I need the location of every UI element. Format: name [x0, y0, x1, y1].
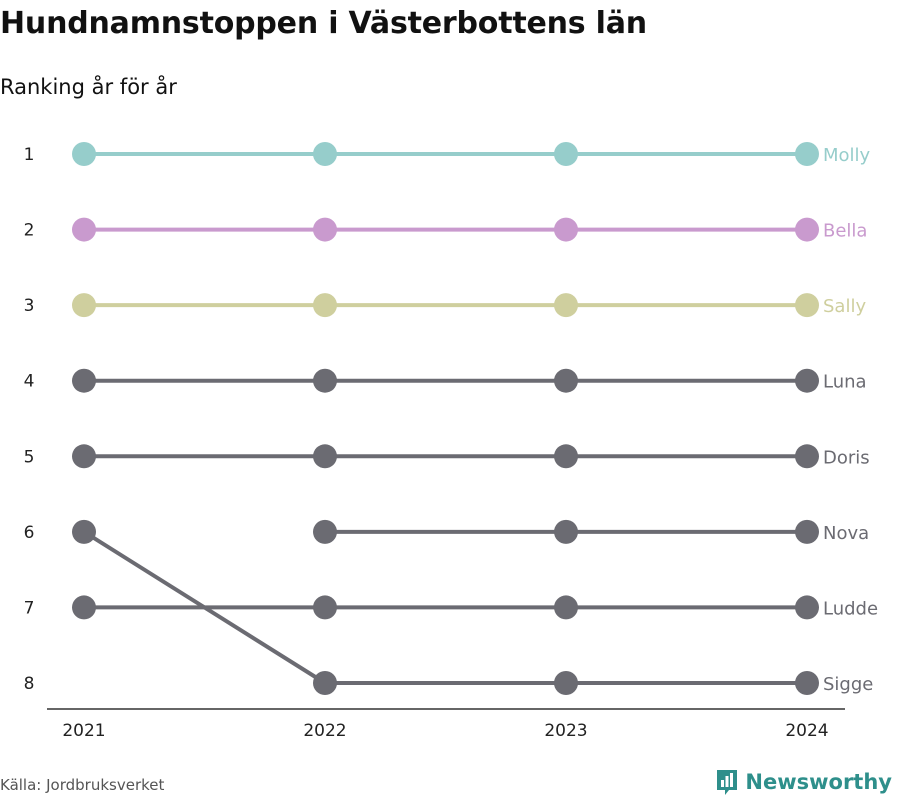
point-sigge-2023	[554, 671, 578, 695]
y-tick-label-2: 2	[24, 221, 35, 241]
point-luna-2021	[72, 368, 96, 393]
end-label-bella: Bella	[823, 221, 867, 242]
axis-ticks: 1 2 3 4 5 6 7 8 2021 2022 2023 2024	[24, 145, 829, 741]
brand-logo[interactable]: Newsworthy	[715, 768, 892, 796]
end-label-doris: Doris	[823, 447, 870, 468]
x-tick-label-2023: 2023	[544, 721, 587, 741]
point-molly-2024	[795, 142, 819, 166]
point-molly-2022	[313, 142, 337, 166]
source-note: Källa: Jordbruksverket	[0, 776, 165, 794]
y-tick-label-7: 7	[24, 598, 35, 618]
point-luna-2022	[313, 368, 337, 393]
point-doris-2023	[554, 444, 578, 469]
brand-name: Newsworthy	[745, 770, 892, 794]
x-tick-label-2021: 2021	[62, 721, 105, 741]
point-sally-2022	[313, 293, 337, 318]
end-label-ludde: Ludde	[823, 598, 878, 619]
series-lines	[82, 152, 807, 685]
chart-title: Hundnamnstoppen i Västerbottens län	[0, 6, 647, 41]
point-sally-2024	[795, 293, 819, 318]
point-nova-2024	[795, 519, 819, 544]
end-label-nova: Nova	[823, 523, 869, 544]
x-tick-label-2024: 2024	[785, 721, 828, 741]
y-tick-label-5: 5	[24, 447, 35, 467]
point-molly-2023	[554, 142, 578, 166]
end-label-molly: Molly	[823, 145, 871, 166]
end-label-sigge: Sigge	[823, 674, 873, 695]
point-doris-2021	[72, 444, 96, 469]
point-ludde-2022	[313, 595, 337, 620]
series-points	[72, 142, 819, 695]
point-nova-2022	[313, 519, 337, 544]
point-ludde-2024	[795, 595, 819, 620]
point-ludde-2023	[554, 595, 578, 620]
point-doris-2022	[313, 444, 337, 469]
bar-chart-logo-icon	[717, 770, 738, 795]
x-tick-label-2022: 2022	[303, 721, 346, 741]
point-doris-2024	[795, 444, 819, 469]
y-tick-label-8: 8	[24, 674, 35, 694]
point-bella-2022	[313, 217, 337, 242]
point-luna-2023	[554, 368, 578, 393]
point-ludde-2021	[72, 595, 96, 620]
y-tick-label-6: 6	[24, 523, 35, 543]
series-end-labels: Molly Bella Sally Luna Doris Nova Ludde Sigge	[823, 145, 878, 695]
point-sigge-2021	[72, 519, 96, 544]
point-bella-2021	[72, 217, 96, 242]
point-luna-2024	[795, 368, 819, 393]
point-sally-2021	[72, 293, 96, 318]
point-sigge-2024	[795, 671, 819, 695]
point-nova-2023	[554, 519, 578, 544]
end-label-sally: Sally	[823, 296, 866, 317]
series-line-sigge	[82, 530, 807, 685]
point-bella-2024	[795, 217, 819, 242]
y-tick-label-4: 4	[24, 372, 35, 392]
end-label-luna: Luna	[823, 372, 867, 393]
chart-subtitle: Ranking år för år	[0, 75, 177, 99]
point-bella-2023	[554, 217, 578, 242]
point-sally-2023	[554, 293, 578, 318]
point-molly-2021	[72, 142, 96, 166]
bump-chart: 1 2 3 4 5 6 7 8 2021 2022 2023 2024 Molly Bella Sally…	[24, 142, 878, 741]
y-tick-label-3: 3	[24, 296, 35, 316]
y-tick-label-1: 1	[24, 145, 35, 165]
point-sigge-2022	[313, 671, 337, 695]
